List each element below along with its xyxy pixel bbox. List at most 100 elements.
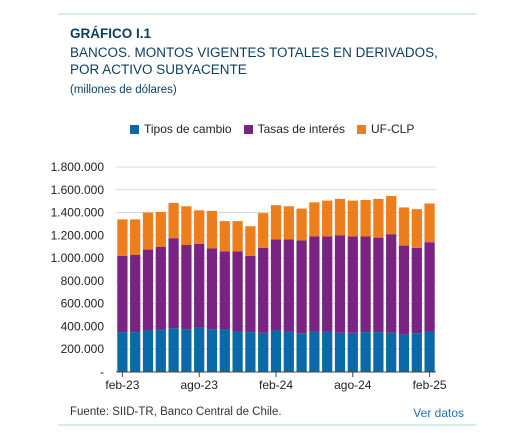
legend-label-tipos-de-cambio: Tipos de cambio [144,122,232,136]
bar-tipos-de-cambio [283,331,294,372]
bar-tipos-de-cambio [245,332,256,372]
bar-uf-clp [309,202,320,237]
bar-uf-clp [155,211,166,247]
bar-tipos-de-cambio [347,332,358,372]
bar-tasas-de-interes [334,235,346,333]
bar-tasas-de-interes [386,234,397,333]
top-rule [58,13,476,15]
y-tick-label: 1.000.000 [51,251,105,265]
legend-item-tasas-de-interes: Tasas de interés [243,122,345,136]
bottom-rule [58,424,476,426]
y-tick-label: 400.000 [61,319,105,333]
bar-tasas-de-interes [270,239,282,331]
bar-tipos-de-cambio [322,331,333,372]
legend: Tipos de cambio Tasas de interés UF-CLP [130,122,414,136]
bar-uf-clp [424,203,435,243]
bar-uf-clp [296,208,307,241]
bar-tipos-de-cambio [386,332,397,372]
bar-tipos-de-cambio [194,327,205,372]
y-tick-label: 1.200.000 [51,228,105,242]
bar-tasas-de-interes [347,236,358,333]
bar-uf-clp [117,219,128,256]
y-tick-label: 800.000 [61,274,105,288]
x-tick-label: ago-23 [181,378,219,392]
bar-uf-clp [322,200,333,237]
bar-uf-clp [360,200,371,237]
bar-tipos-de-cambio [411,333,422,372]
y-tick-label: - [100,365,104,379]
bar-tipos-de-cambio [309,331,320,372]
bar-tasas-de-interes [232,251,243,331]
bar-tasas-de-interes [206,248,218,330]
bar-tasas-de-interes [117,255,128,333]
bar-uf-clp [130,219,141,255]
y-tick-label: 1.400.000 [51,206,105,220]
bar-tasas-de-interes [309,236,320,332]
bar-uf-clp [258,213,269,248]
chart-title-line2: POR ACTIVO SUBYACENTE [70,62,247,77]
bar-tasas-de-interes [142,249,154,331]
x-tick-label: feb-25 [413,378,447,392]
source-note: Fuente: SIID-TR, Banco Central de Chile. [70,406,282,418]
x-tick-label: feb-24 [259,378,293,392]
bar-tipos-de-cambio [117,332,128,372]
bar-uf-clp [219,221,230,252]
bar-tipos-de-cambio [334,332,346,372]
legend-swatch-uf-clp [357,124,366,134]
bar-uf-clp [168,202,179,239]
bar-tipos-de-cambio [270,330,282,372]
y-tick-label: 1.600.000 [51,183,105,197]
bar-uf-clp [347,200,358,237]
bar-uf-clp [386,196,397,235]
ver-datos-link[interactable]: Ver datos [413,406,464,420]
bar-uf-clp [373,198,384,238]
bar-tipos-de-cambio [142,330,154,372]
bar-uf-clp [194,210,205,244]
bar-tasas-de-interes [194,243,205,328]
bar-uf-clp [142,212,154,250]
bar-uf-clp [206,210,218,249]
bar-tasas-de-interes [398,245,410,335]
chart-title-line1: BANCOS. MONTOS VIGENTES TOTALES EN DERIV… [70,45,438,60]
bar-tipos-de-cambio [360,332,371,372]
bar-uf-clp [283,206,294,240]
bar-tasas-de-interes [245,255,256,333]
bar-tasas-de-interes [283,239,294,332]
bar-uf-clp [245,226,256,256]
legend-item-uf-clp: UF-CLP [357,122,414,136]
x-tick-label: feb-23 [105,378,139,392]
legend-label-tasas-de-interes: Tasas de interés [257,122,345,136]
bar-uf-clp [270,205,282,240]
bar-tipos-de-cambio [155,329,166,372]
bar-tipos-de-cambio [373,332,384,372]
bar-tasas-de-interes [155,246,166,330]
bar-tasas-de-interes [130,254,141,333]
bar-tasas-de-interes [258,247,269,333]
bar-tasas-de-interes [360,236,371,333]
y-tick-label: 1.800.000 [51,160,105,174]
bar-tipos-de-cambio [206,329,218,372]
bar-tipos-de-cambio [232,331,243,372]
bar-uf-clp [334,198,346,236]
bar-tasas-de-interes [181,245,192,330]
legend-swatch-tasas-de-interes [243,124,253,134]
bar-tasas-de-interes [411,247,422,334]
bar-tasas-de-interes [373,237,384,333]
bar-tipos-de-cambio [181,329,192,372]
chart-subtitle: (millones de dólares) [70,84,177,96]
bar-tasas-de-interes [168,238,179,329]
bar-uf-clp [232,221,243,252]
chart-title: BANCOS. MONTOS VIGENTES TOTALES EN DERIV… [70,44,470,78]
bar-tasas-de-interes [322,236,333,332]
bar-tipos-de-cambio [168,328,179,372]
bar-tipos-de-cambio [258,332,269,372]
bar-tipos-de-cambio [219,329,230,372]
legend-item-tipos-de-cambio: Tipos de cambio [130,122,232,136]
bar-tasas-de-interes [296,240,307,334]
bar-uf-clp [398,207,410,246]
bar-tipos-de-cambio [130,332,141,372]
bar-tipos-de-cambio [424,331,435,372]
chart-label: GRÁFICO I.1 [70,26,152,41]
bar-tipos-de-cambio [296,333,307,372]
bar-uf-clp [411,209,422,248]
